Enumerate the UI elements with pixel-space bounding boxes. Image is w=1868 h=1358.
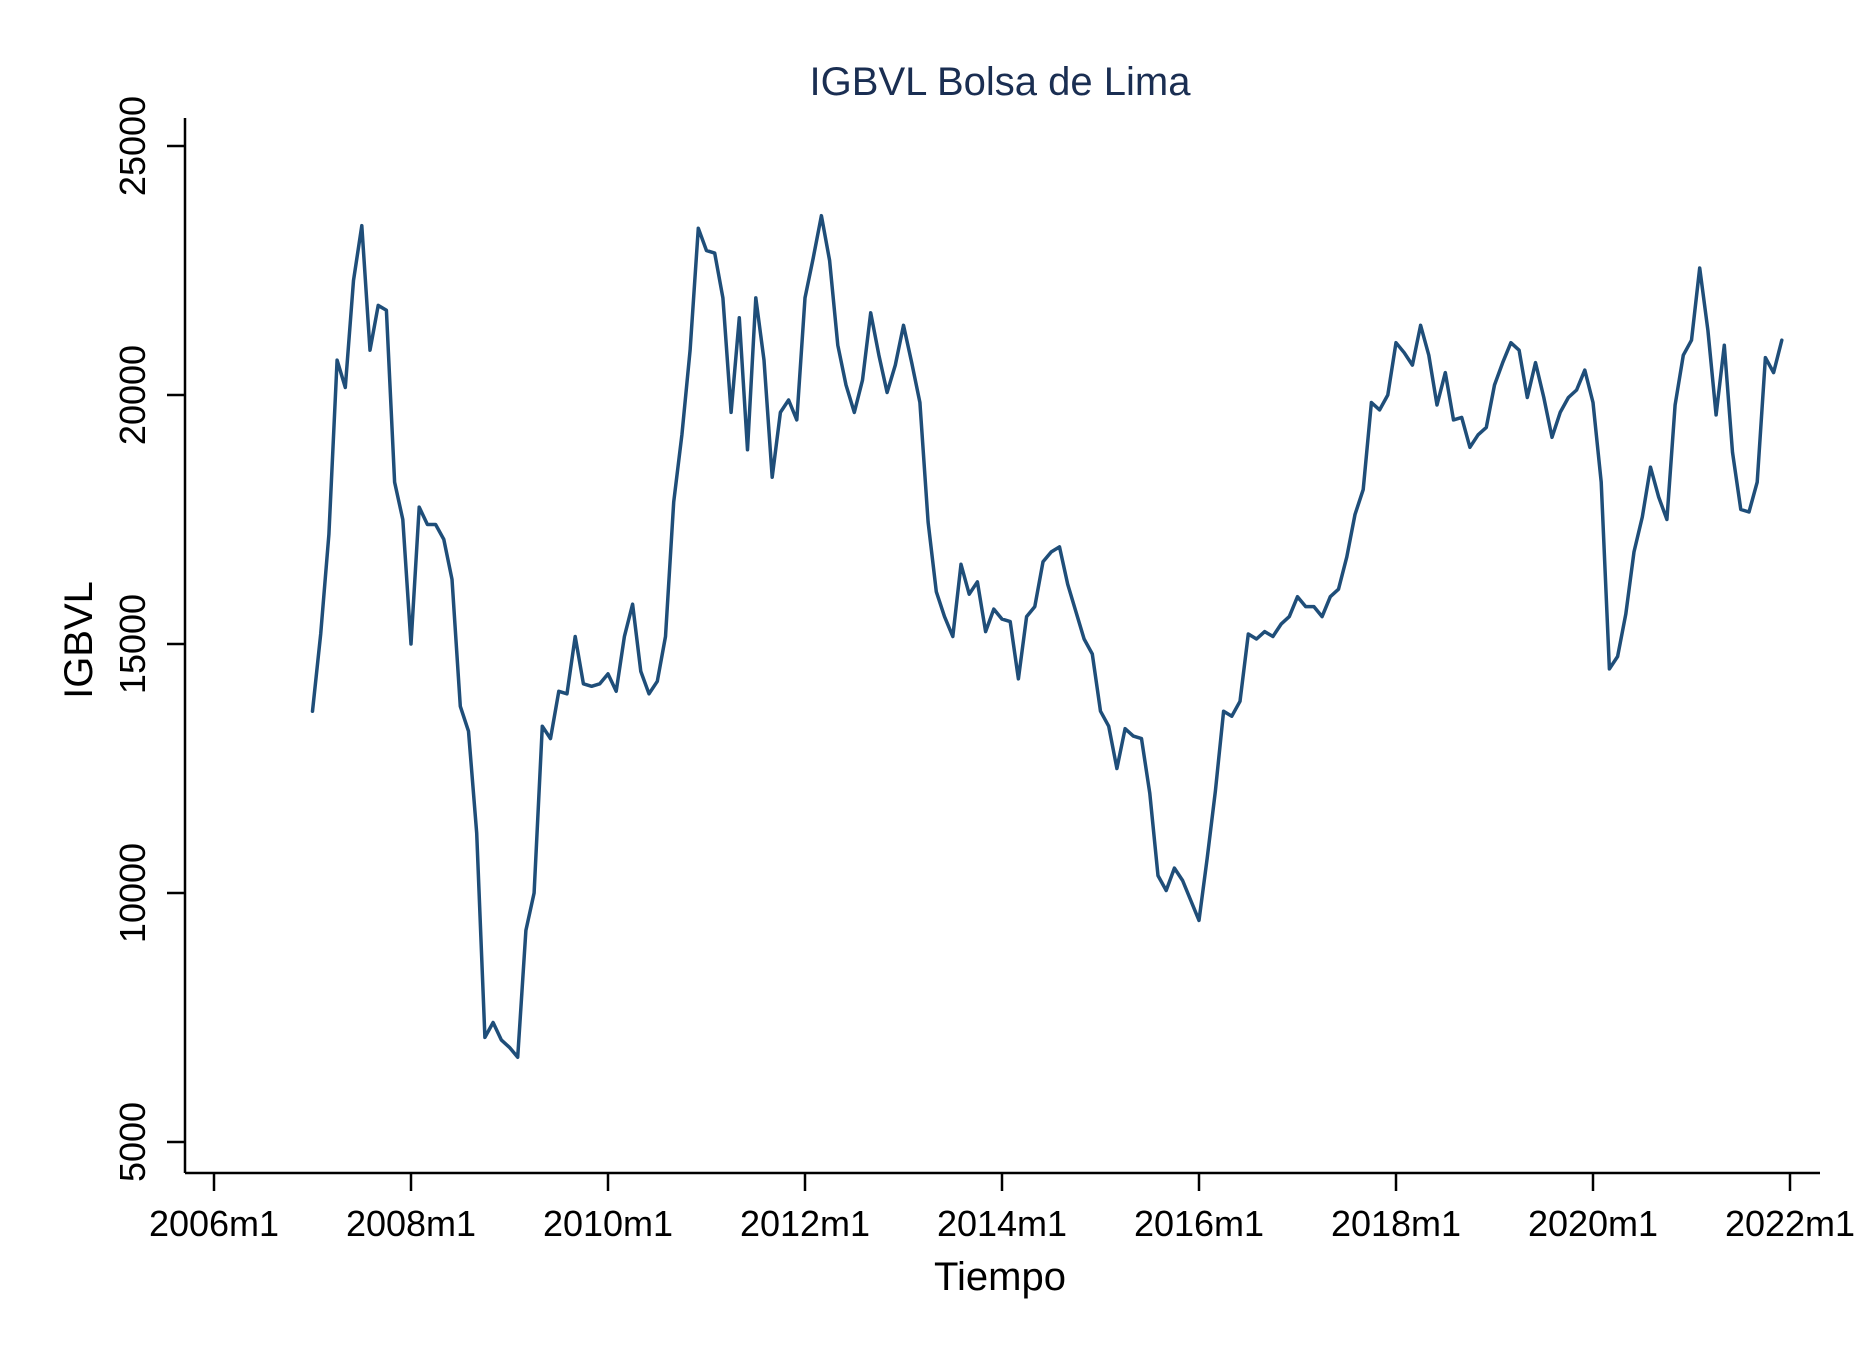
x-tick-label: 2006m1 [149, 1203, 279, 1244]
x-tick-label: 2018m1 [1331, 1203, 1461, 1244]
x-tick-label: 2012m1 [740, 1203, 870, 1244]
y-tick-label: 20000 [112, 345, 153, 445]
y-ticks: 5000 10000 15000 20000 25000 [112, 96, 185, 1182]
x-tick-label: 2008m1 [346, 1203, 476, 1244]
x-tick-label: 2016m1 [1134, 1203, 1264, 1244]
chart-title: IGBVL Bolsa de Lima [810, 60, 1192, 104]
igbvl-series-line [310, 213, 1784, 1060]
series-layer [310, 213, 1784, 1060]
x-tick-label: 2014m1 [937, 1203, 1067, 1244]
x-tick-label: 2022m1 [1725, 1203, 1855, 1244]
x-ticks: 2006m1 2008m1 2010m1 2012m1 2014m1 2016m1 2018… [149, 1173, 1855, 1244]
y-axis-label: IGBVL [57, 581, 101, 699]
y-tick-label: 15000 [112, 594, 153, 694]
x-axis-label: Tiempo [934, 1255, 1066, 1299]
y-tick-label: 5000 [112, 1102, 153, 1182]
x-tick-label: 2010m1 [543, 1203, 673, 1244]
x-tick-label: 2020m1 [1528, 1203, 1658, 1244]
y-tick-label: 10000 [112, 843, 153, 943]
y-tick-label: 25000 [112, 96, 153, 196]
